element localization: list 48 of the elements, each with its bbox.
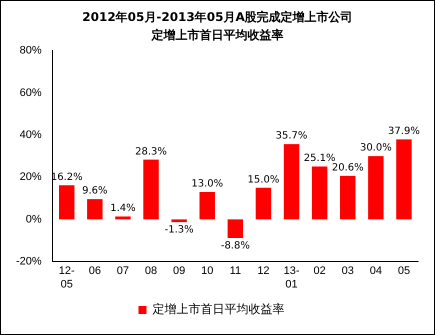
bar xyxy=(256,188,272,220)
bar xyxy=(200,192,215,220)
legend-label: 定增上市首日平均收益率 xyxy=(152,302,284,316)
bar xyxy=(228,219,244,238)
data-label: 9.6% xyxy=(82,186,108,197)
x-tick-label: 04 xyxy=(370,265,382,278)
data-label: 37.9% xyxy=(388,126,420,138)
data-label: 15.0% xyxy=(248,174,280,186)
bar xyxy=(143,160,159,220)
bar xyxy=(171,219,187,222)
data-label: 13.0% xyxy=(191,178,224,190)
bar xyxy=(115,216,131,220)
y-tick-label: -20% xyxy=(16,256,42,268)
x-tick-label: 09 xyxy=(173,265,186,278)
data-label: 20.6% xyxy=(332,162,364,174)
bar xyxy=(59,185,74,220)
bar xyxy=(284,144,300,220)
data-label: 25.1% xyxy=(304,153,336,164)
y-tick-label: 40% xyxy=(20,129,42,142)
data-label: 16.2% xyxy=(50,172,83,183)
data-label: 35.7% xyxy=(276,130,308,142)
x-tick-label: 10 xyxy=(201,265,214,278)
y-tick-label: 0% xyxy=(26,213,42,226)
bar xyxy=(368,156,384,220)
data-label: 28.3% xyxy=(135,146,167,158)
x-tick-label: 05 xyxy=(398,265,410,278)
data-label: 1.4% xyxy=(110,203,136,214)
y-tick-label: 60% xyxy=(20,86,42,99)
x-tick-label: 03 xyxy=(342,265,354,278)
data-label: -1.3% xyxy=(164,224,194,236)
x-tick-label: 07 xyxy=(116,265,130,278)
y-tick-label: 20% xyxy=(20,171,42,184)
chart-subtitle: 定增上市首日平均收益率 xyxy=(150,27,284,44)
bar xyxy=(340,176,356,220)
x-tick-label: 02 xyxy=(314,265,326,278)
bar xyxy=(312,166,328,220)
bar xyxy=(87,199,103,220)
x-tick-label: 12-05 xyxy=(58,265,76,290)
x-tick-label: 13-01 xyxy=(284,265,300,290)
data-label: -8.8% xyxy=(220,240,250,252)
x-tick-label: 06 xyxy=(88,265,101,278)
y-tick-label: 80% xyxy=(20,44,42,57)
x-tick-label: 08 xyxy=(144,265,158,278)
bar xyxy=(396,139,412,220)
x-tick-label: 12 xyxy=(257,265,270,278)
x-tick-label: 11 xyxy=(230,265,242,278)
chart-title: 2012年05月-2013年05月A股完成定增上市公司 xyxy=(81,9,354,26)
data-label: 30.0% xyxy=(360,142,392,154)
